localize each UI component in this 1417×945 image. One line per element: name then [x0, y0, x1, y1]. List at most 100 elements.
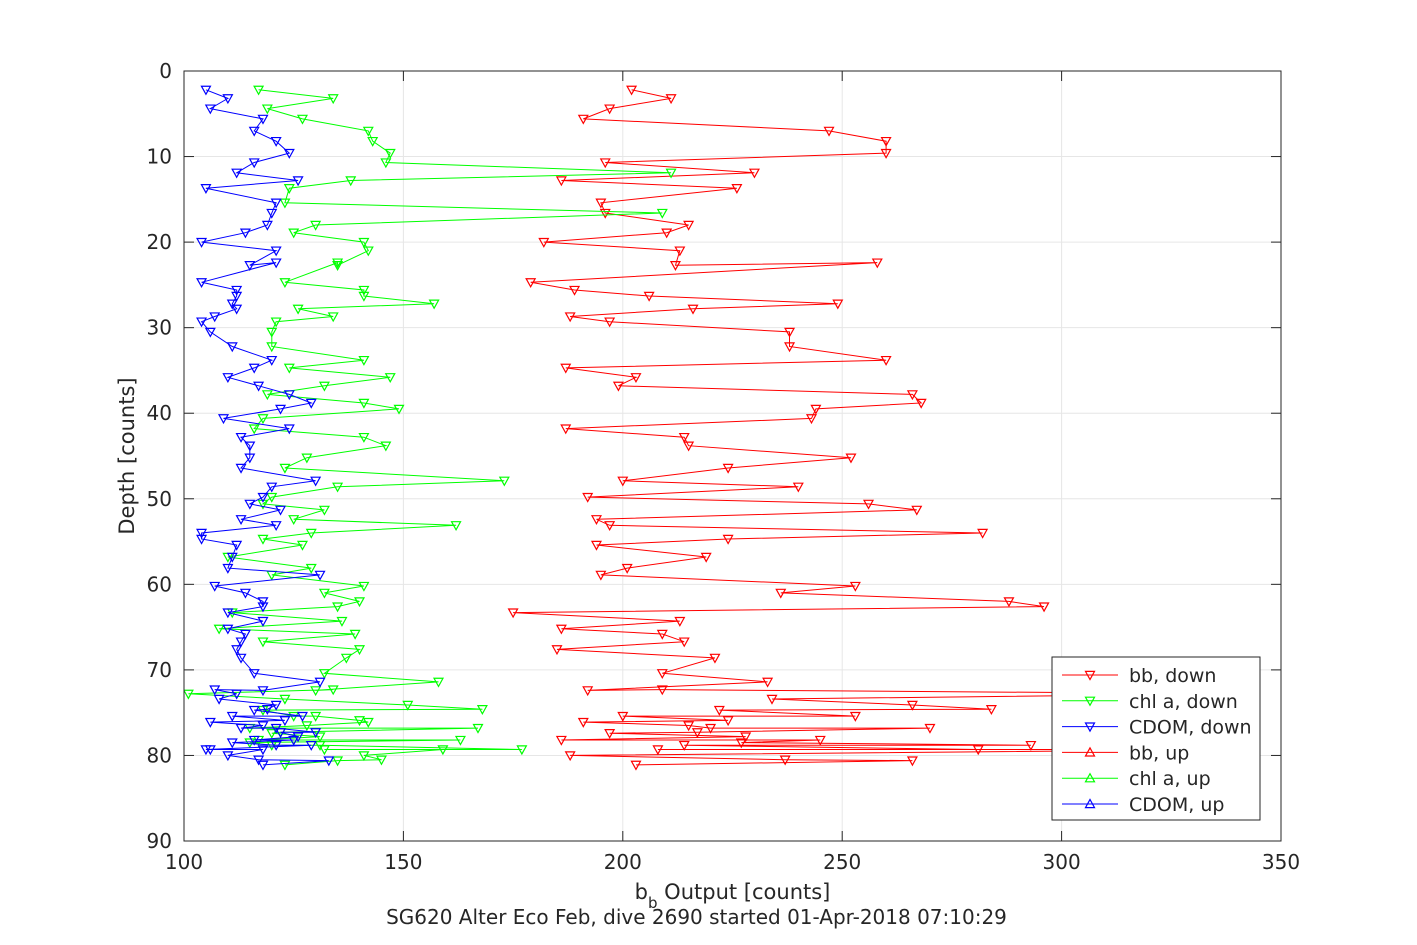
data-point — [222, 563, 234, 574]
legend-marker — [1084, 772, 1096, 783]
data-point — [266, 208, 278, 219]
data-point — [235, 637, 247, 648]
data-point — [700, 552, 712, 563]
data-point — [722, 716, 734, 727]
data-point — [880, 355, 892, 366]
data-point — [845, 453, 857, 464]
data-point — [318, 381, 330, 392]
data-point — [832, 299, 844, 310]
data-point — [235, 515, 247, 526]
x-tick-label: 150 — [384, 850, 422, 874]
data-point — [275, 404, 287, 415]
data-point — [560, 424, 572, 435]
data-point — [590, 540, 602, 551]
data-point — [691, 728, 703, 739]
data-point — [432, 677, 445, 688]
data-point — [196, 237, 208, 248]
series-1 — [184, 85, 677, 771]
data-point — [204, 717, 216, 728]
data-point — [683, 721, 695, 732]
data-point — [380, 158, 392, 169]
data-point — [231, 645, 243, 656]
data-point — [630, 760, 642, 771]
data-point — [288, 228, 300, 239]
data-point — [977, 528, 989, 539]
data-point — [270, 740, 282, 751]
data-point — [244, 499, 256, 510]
data-point — [332, 261, 344, 271]
legend-label: bb, down — [1129, 665, 1216, 687]
data-point — [204, 327, 216, 338]
data-point — [1038, 602, 1050, 613]
data-point — [332, 482, 344, 493]
data-point — [678, 637, 690, 648]
data-point — [577, 717, 589, 728]
series-layer — [184, 85, 1243, 771]
data-point — [731, 184, 743, 194]
data-point — [367, 136, 379, 147]
data-point — [270, 521, 282, 532]
data-point — [196, 534, 208, 545]
data-point — [450, 521, 462, 532]
data-point — [244, 453, 256, 464]
y-tick-label: 50 — [147, 487, 172, 511]
data-point — [314, 677, 326, 688]
data-point — [863, 499, 875, 510]
data-point — [292, 176, 304, 187]
data-point — [244, 441, 256, 452]
data-point — [604, 317, 616, 328]
data-point — [327, 312, 339, 323]
data-point — [209, 581, 221, 592]
data-point — [235, 653, 247, 664]
data-point — [270, 136, 282, 147]
data-point — [235, 463, 247, 474]
data-point — [595, 570, 607, 581]
data-point — [288, 515, 300, 526]
data-point — [384, 373, 396, 384]
data-point — [226, 711, 238, 722]
data-point — [569, 285, 581, 296]
data-point — [327, 94, 339, 105]
data-point — [906, 756, 918, 767]
data-point — [617, 711, 629, 722]
y-tick-label: 30 — [147, 316, 172, 340]
data-point — [810, 404, 822, 415]
data-point — [814, 735, 826, 746]
data-point — [239, 228, 251, 239]
data-point — [275, 505, 287, 516]
data-point — [323, 756, 335, 767]
data-point — [582, 686, 594, 697]
data-point — [310, 220, 322, 231]
data-point — [779, 755, 791, 766]
data-point — [283, 148, 295, 159]
data-point — [599, 208, 611, 219]
series-2 — [196, 85, 335, 771]
legend-item: bb, up — [1062, 742, 1189, 764]
data-point — [261, 220, 273, 231]
data-point — [239, 629, 251, 640]
data-point — [656, 629, 668, 640]
data-point — [235, 432, 247, 443]
data-point — [683, 441, 695, 452]
data-point — [248, 669, 260, 680]
data-point — [283, 424, 295, 435]
data-point — [332, 602, 344, 613]
legend-box — [1051, 656, 1261, 821]
legend-label: CDOM, up — [1129, 794, 1224, 816]
legend-label: chl a, up — [1129, 768, 1211, 790]
data-point — [652, 745, 664, 756]
legend-marker — [1084, 746, 1096, 757]
data-point — [266, 327, 278, 338]
x-axis-label-subscript: b — [648, 894, 658, 912]
data-point — [665, 168, 677, 179]
data-point — [248, 735, 260, 746]
data-point — [200, 184, 212, 194]
data-point — [924, 723, 936, 734]
data-point — [222, 94, 234, 105]
data-point — [283, 390, 295, 401]
data-point — [358, 398, 370, 409]
data-point — [643, 291, 655, 302]
data-point — [310, 711, 322, 722]
data-point — [310, 728, 322, 739]
data-point — [204, 745, 216, 756]
